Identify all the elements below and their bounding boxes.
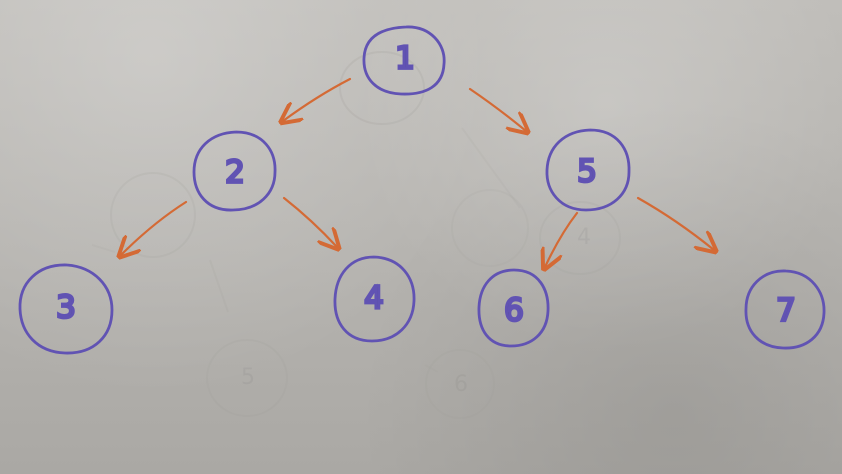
edge-1-to-5 [468,87,526,131]
node-3: 3 [18,263,114,355]
ghost-number-mid: 4 [577,225,591,250]
node-1-label: 1 [395,41,415,77]
ghost-circle-right [539,201,621,275]
node-6: 6 [477,268,550,348]
edge-5-to-6 [545,211,579,267]
node-2-circle [192,130,277,212]
node-1-circle [362,25,446,96]
node-1: 1 [362,25,446,96]
ghost-stroke-1 [209,259,229,313]
edge-1-to-2 [283,77,352,121]
ghost-circle-mid [451,189,529,267]
edge-5-to-7 [636,196,714,250]
ghost-circle-top [339,51,425,125]
node-5-label: 5 [577,154,597,190]
node-7-circle [744,269,826,350]
ghost-number-left: 5 [241,365,255,390]
node-4-label: 4 [364,281,384,317]
node-4: 4 [333,255,416,343]
ghost-circle-bottom-left [206,339,288,417]
ghost-marks: 5 6 4 [91,51,621,419]
node-5-circle [545,128,631,212]
node-2: 2 [192,130,277,212]
edge-2-to-3 [121,200,188,255]
edge-2-to-4 [282,196,337,247]
node-4-circle [333,255,416,343]
ghost-circle-bottom-right [425,349,495,419]
node-7: 7 [744,269,826,350]
ghost-number-right: 6 [454,372,468,397]
node-7-label: 7 [776,293,796,329]
nodes: 1 2 5 3 4 6 [18,25,826,355]
ghost-circle-left [110,172,196,258]
node-2-label: 2 [225,155,245,191]
ghost-stroke-2 [424,364,439,373]
node-6-label: 6 [504,293,524,329]
ghost-stroke-4 [461,127,521,209]
node-3-circle [18,263,114,355]
ghost-stroke-3 [91,244,116,253]
node-6-circle [477,268,550,348]
node-5: 5 [545,128,631,212]
node-3-label: 3 [56,290,76,326]
edges [121,77,714,267]
